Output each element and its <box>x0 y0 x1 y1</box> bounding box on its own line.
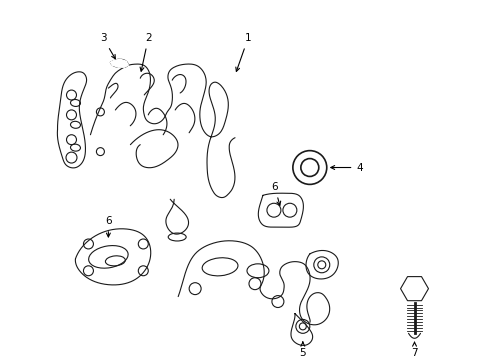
Text: 4: 4 <box>330 162 362 172</box>
Text: 5: 5 <box>299 342 305 358</box>
Text: 6: 6 <box>271 183 280 205</box>
Polygon shape <box>110 59 128 67</box>
Text: 6: 6 <box>105 216 111 237</box>
Text: 3: 3 <box>100 33 115 59</box>
Text: 1: 1 <box>235 33 251 71</box>
Text: 7: 7 <box>410 342 417 358</box>
Text: 2: 2 <box>140 33 151 71</box>
